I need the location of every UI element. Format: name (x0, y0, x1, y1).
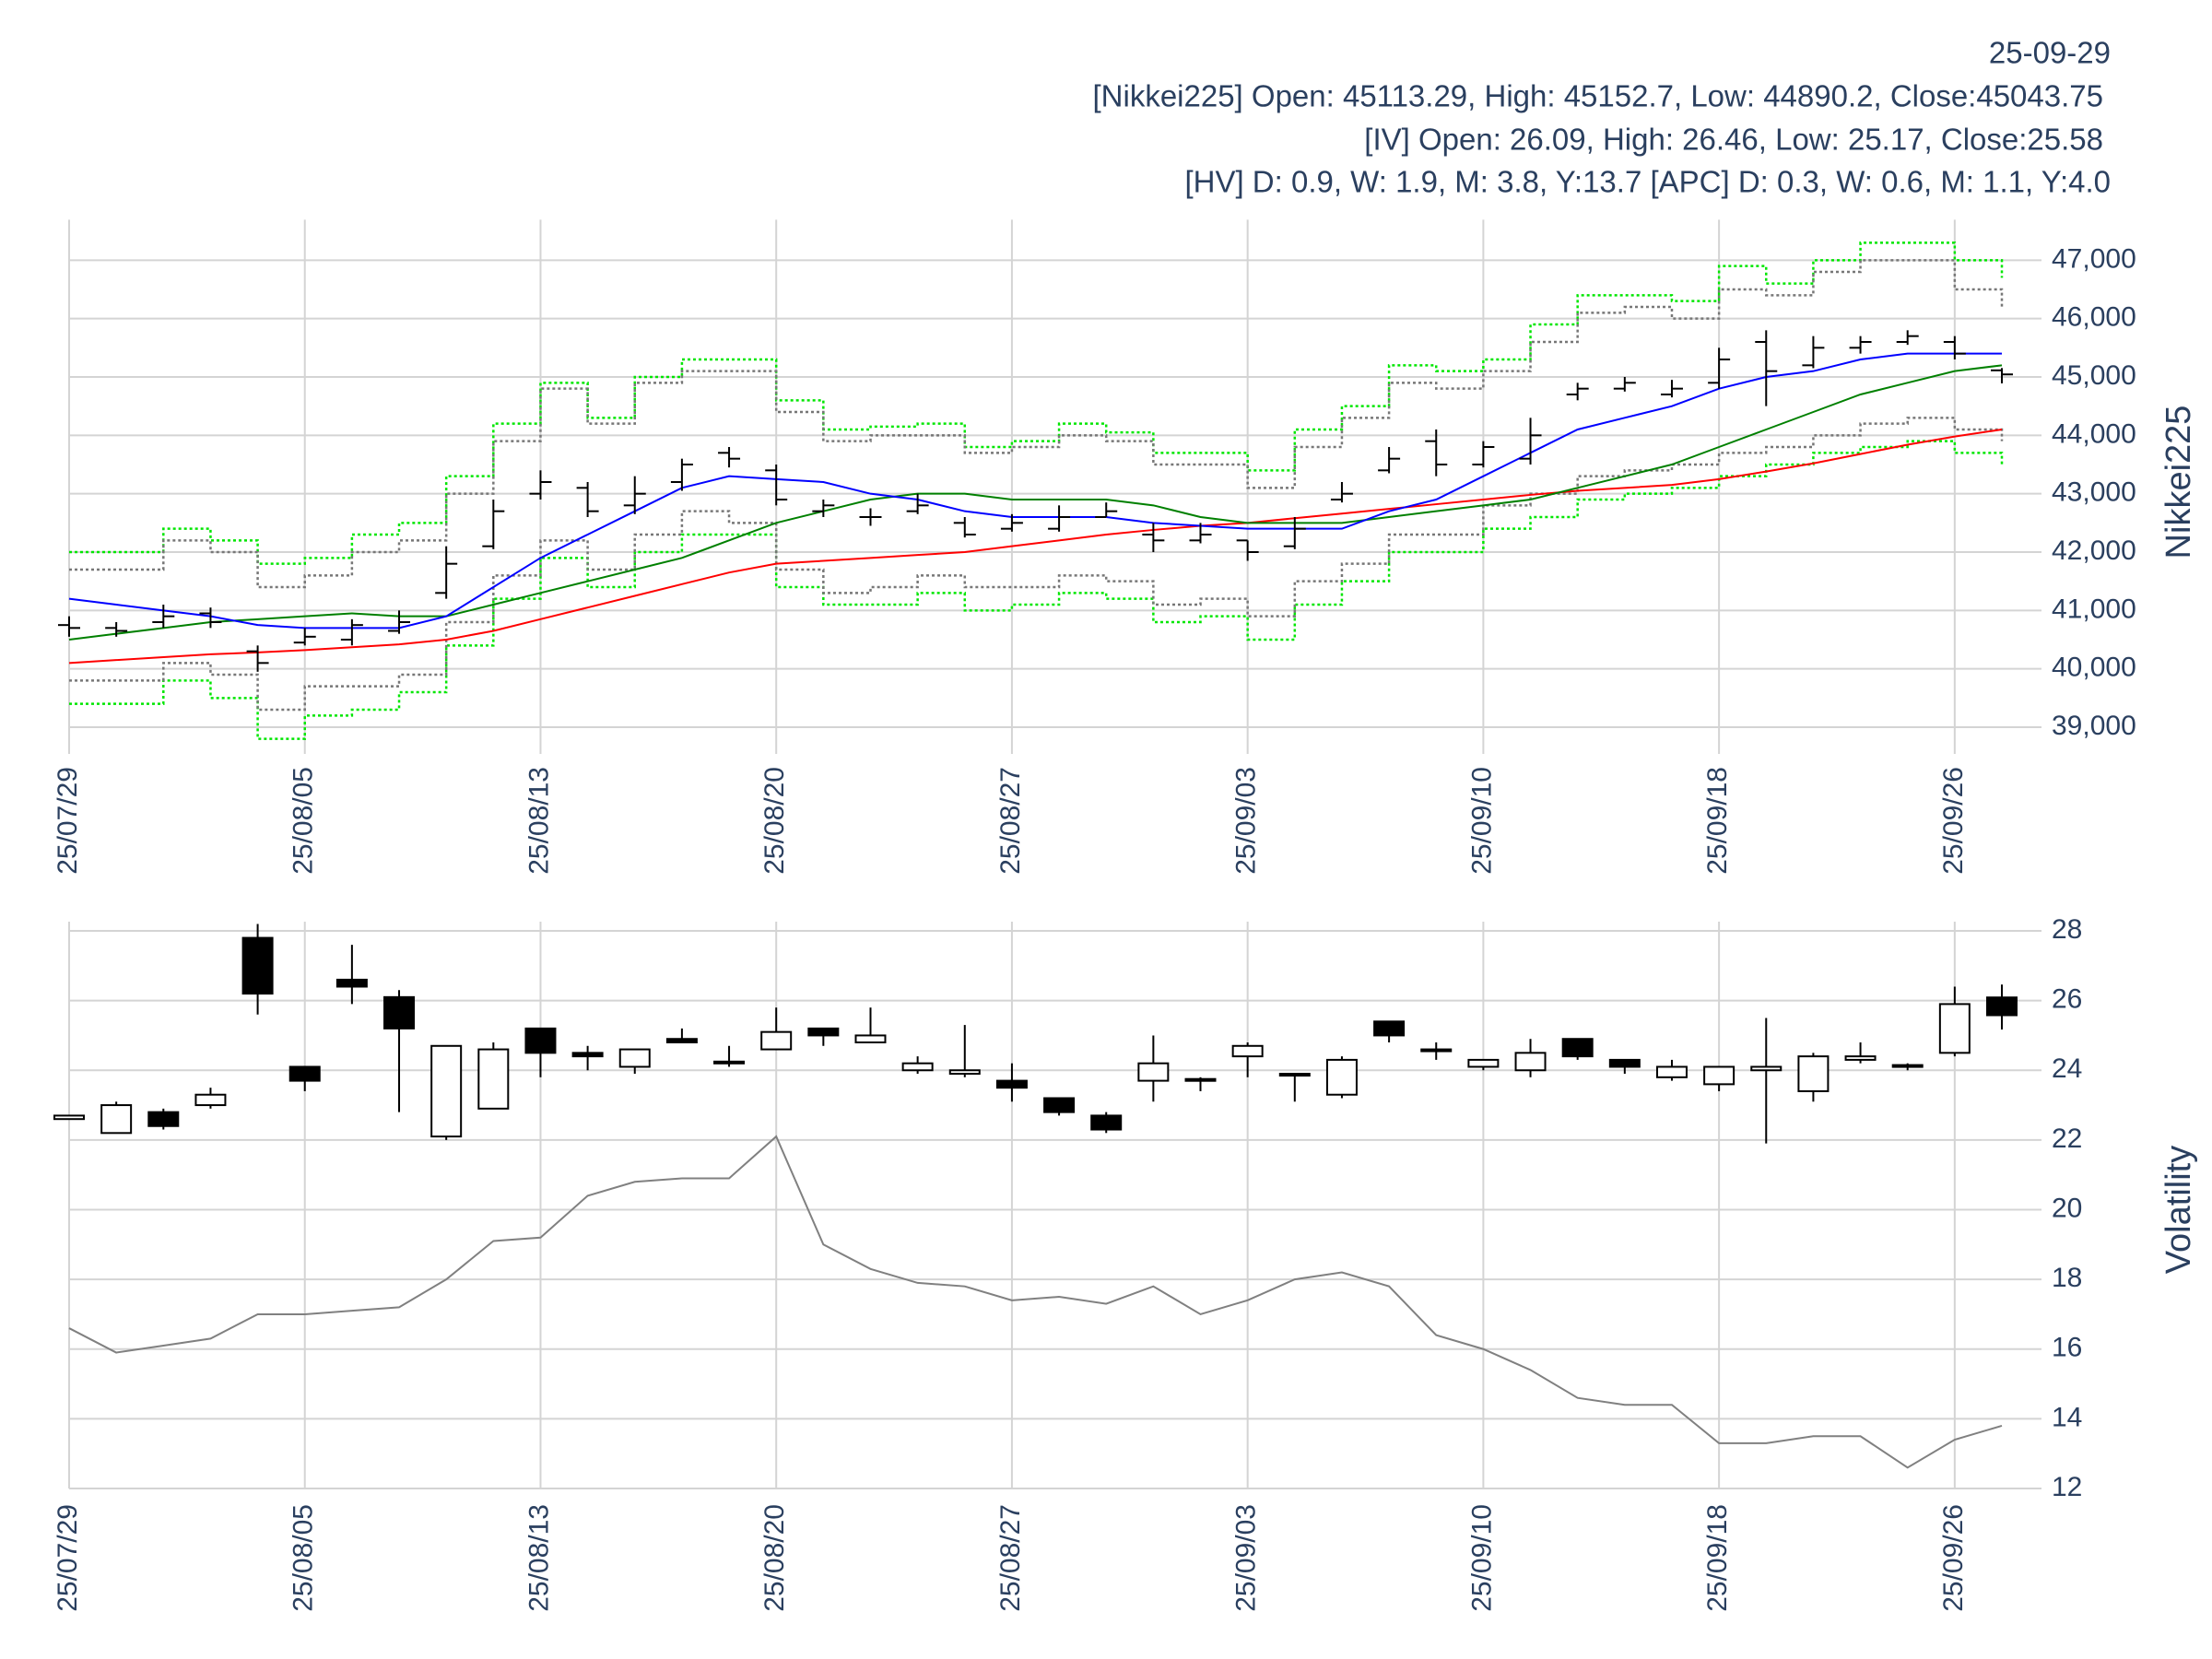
candle-body (1043, 1097, 1076, 1113)
y-tick-label: 18 (2052, 1263, 2082, 1293)
line-series (68, 1135, 2003, 1469)
candle-body (1797, 1055, 1830, 1092)
chart-title: 25-09-29 (1989, 36, 2111, 70)
candle-body (1184, 1077, 1217, 1082)
candle-body (1137, 1062, 1170, 1082)
candle-body (1420, 1048, 1453, 1053)
y-tick-label: 26 (2052, 984, 2082, 1015)
candle-body (1986, 996, 2018, 1017)
candle-body (1561, 1038, 1594, 1058)
y-tick-label: 14 (2052, 1402, 2082, 1432)
candle-body (901, 1062, 934, 1072)
x-tick-label: 25/09/10 (1466, 1504, 1497, 1612)
candle-body (53, 1114, 85, 1121)
candle-body (1278, 1073, 1311, 1077)
annotation: [IV] Open: 26.09, High: 26.46, Low: 25.1… (1364, 123, 2103, 157)
candle-body (665, 1038, 698, 1043)
line-series (69, 440, 2004, 740)
annotation: [HV] D: 0.9, W: 1.9, M: 3.8, Y:13.7 [APC… (1184, 165, 2111, 199)
x-tick-label: 25/07/29 (53, 1504, 83, 1612)
candle-body (1891, 1064, 1924, 1068)
candle-body (477, 1048, 510, 1110)
candle-body (1844, 1055, 1877, 1061)
x-tick-label: 25/08/20 (759, 767, 790, 875)
candle-body (430, 1044, 463, 1138)
x-tick-label: 25/09/03 (1231, 767, 1262, 875)
candle-body (147, 1111, 180, 1127)
candle-body (524, 1027, 557, 1054)
y-tick-label: 24 (2052, 1053, 2082, 1084)
candle-body (335, 978, 368, 988)
candle-body (100, 1104, 133, 1135)
x-tick-label: 25/08/05 (288, 767, 319, 875)
x-tick-label: 25/08/27 (995, 1504, 1026, 1612)
candle-body (760, 1030, 793, 1051)
candle-body (1703, 1065, 1735, 1086)
candle-body (1655, 1065, 1688, 1078)
x-tick-label: 25/07/29 (53, 767, 83, 875)
x-tick-label: 25/08/27 (995, 767, 1026, 875)
candle-body (241, 936, 274, 995)
candle-body (948, 1069, 981, 1076)
y-tick-label: 22 (2052, 1124, 2082, 1154)
x-tick-label: 25/09/10 (1466, 767, 1497, 875)
line-series (68, 352, 2002, 629)
y-tick-label: 20 (2052, 1193, 2082, 1223)
candle-body (1373, 1020, 1406, 1037)
y-axis-title: Volatility (2159, 1146, 2198, 1274)
x-tick-label: 25/09/03 (1231, 1504, 1262, 1612)
y-tick-label: 39,000 (2052, 711, 2136, 741)
y-tick-label: 47,000 (2052, 243, 2136, 274)
candle-body (618, 1048, 651, 1068)
x-tick-label: 25/09/18 (1702, 767, 1733, 875)
candle-body (1938, 1003, 1971, 1054)
y-tick-label: 44,000 (2052, 418, 2136, 449)
y-tick-label: 42,000 (2052, 535, 2136, 566)
candle-body (1514, 1052, 1547, 1072)
candle-body (1750, 1065, 1783, 1072)
annotation: [Nikkei225] Open: 45113.29, High: 45152.… (1092, 79, 2103, 113)
candle-body (383, 995, 416, 1030)
x-tick-label: 25/08/13 (524, 1504, 554, 1612)
candle-body (713, 1060, 746, 1065)
x-tick-label: 25/08/20 (759, 1504, 790, 1612)
x-tick-label: 25/08/05 (288, 1504, 319, 1612)
candle-body (571, 1052, 604, 1058)
y-tick-label: 28 (2052, 914, 2082, 945)
candle-body (1608, 1058, 1641, 1068)
y-tick-label: 41,000 (2052, 594, 2136, 624)
y-tick-label: 46,000 (2052, 302, 2136, 333)
candle-body (1231, 1044, 1264, 1058)
candle-body (1325, 1058, 1358, 1096)
x-tick-label: 25/09/26 (1938, 767, 1969, 875)
line-series (69, 259, 2004, 589)
y-axis-title: Nikkei225 (2159, 406, 2198, 559)
candle-body (1467, 1058, 1500, 1068)
candle-body (807, 1027, 840, 1037)
line-series (68, 364, 2003, 641)
y-tick-label: 12 (2052, 1472, 2082, 1502)
x-tick-label: 25/09/18 (1702, 1504, 1733, 1612)
x-tick-label: 25/09/26 (1938, 1504, 1969, 1612)
y-tick-label: 40,000 (2052, 653, 2136, 683)
candle-body (194, 1093, 227, 1107)
y-tick-label: 45,000 (2052, 360, 2136, 391)
line-series (69, 417, 2004, 712)
candle-body (288, 1065, 321, 1082)
candle-body (854, 1034, 887, 1043)
candle-body (995, 1079, 1028, 1089)
x-tick-label: 25/08/13 (524, 767, 554, 875)
candle-body (1090, 1114, 1123, 1131)
y-tick-label: 43,000 (2052, 477, 2136, 508)
line-series (68, 429, 2003, 665)
y-tick-label: 16 (2052, 1333, 2082, 1363)
line-series (69, 241, 2004, 565)
